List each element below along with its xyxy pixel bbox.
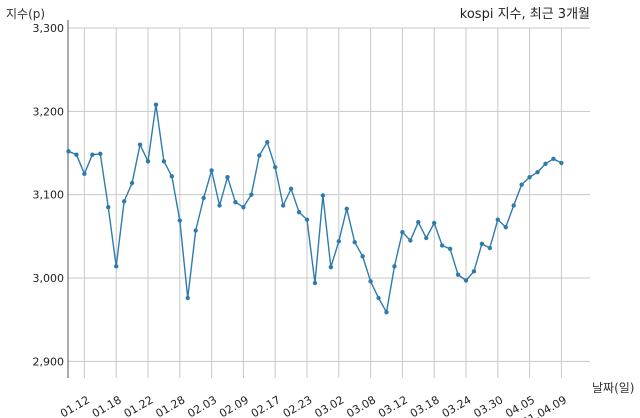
- data-point: [559, 160, 564, 166]
- data-point: [225, 174, 230, 180]
- data-point: [455, 272, 461, 277]
- x-tick-label: 01.18: [90, 393, 124, 418]
- x-tick-label: 03.18: [408, 393, 442, 418]
- data-point: [519, 182, 524, 187]
- x-tick-label: 02.23: [281, 393, 315, 418]
- x-tick-label: 01.28: [154, 393, 188, 418]
- data-point: [503, 224, 508, 230]
- data-point: [535, 169, 540, 175]
- data-point: [209, 168, 214, 173]
- data-point: [241, 204, 246, 210]
- y-tick-labels: 2,900 3,000 3,100 3,200 3,300: [33, 22, 65, 368]
- chart-title: kospi 지수, 최근 3개월: [460, 7, 590, 22]
- data-point: [153, 102, 159, 107]
- data-point: [416, 219, 421, 225]
- x-tick-label: 03.12: [376, 393, 410, 418]
- x-tick-label: 01.22: [122, 393, 156, 418]
- data-point: [360, 254, 365, 259]
- x-axis-label: 날짜(일): [592, 381, 634, 395]
- y-axis-label: 지수(p): [6, 7, 45, 21]
- data-point: [336, 239, 341, 244]
- data-point: [257, 153, 262, 158]
- data-point: [447, 246, 453, 252]
- data-point: [320, 193, 326, 198]
- data-point: [201, 195, 206, 201]
- data-point: [66, 149, 71, 154]
- grid-lines: [68, 27, 590, 378]
- y-tick-label: 3,300: [33, 22, 65, 35]
- data-point: [551, 156, 556, 162]
- data-point: [463, 278, 469, 283]
- data-point: [511, 203, 516, 208]
- data-point: [543, 161, 548, 167]
- data-point: [304, 217, 310, 222]
- data-point: [98, 151, 103, 157]
- data-point: [265, 139, 270, 145]
- x-tick-label: 02.03: [185, 393, 219, 418]
- data-point: [185, 295, 190, 301]
- y-tick-label: 3,000: [33, 272, 65, 285]
- data-point: [312, 280, 318, 286]
- data-point: [392, 264, 397, 269]
- data-point: [368, 279, 373, 284]
- data-point: [296, 209, 302, 215]
- data-point: [114, 264, 119, 269]
- data-point: [145, 159, 151, 164]
- data-point: [432, 220, 437, 226]
- data-point: [280, 203, 286, 208]
- data-point: [193, 228, 198, 233]
- data-point: [288, 186, 294, 192]
- x-tick-label: 03.08: [344, 393, 378, 418]
- x-tick-labels: 01.1201.1801.2201.2802.0302.0902.1702.23…: [58, 393, 569, 418]
- data-point: [129, 180, 135, 186]
- y-tick-label: 3,100: [33, 189, 65, 202]
- data-point: [233, 199, 238, 205]
- data-point: [408, 238, 413, 243]
- data-point: [479, 241, 485, 247]
- data-point: [384, 309, 389, 315]
- y-tick-label: 3,200: [33, 105, 65, 118]
- data-points: [66, 102, 564, 315]
- data-point: [352, 239, 357, 245]
- data-point: [471, 269, 477, 274]
- data-point: [106, 204, 111, 210]
- data-point: [82, 171, 87, 177]
- x-tick-label: 01.12: [58, 393, 92, 418]
- data-point: [376, 295, 381, 301]
- data-point: [273, 164, 278, 170]
- data-point: [439, 243, 445, 248]
- data-point: [74, 152, 79, 157]
- data-point: [137, 142, 143, 147]
- data-point: [495, 217, 500, 222]
- data-point: [344, 206, 349, 212]
- y-tick-label: 2,900: [33, 355, 65, 368]
- x-tick-label: 03.30: [472, 393, 506, 418]
- data-point: [249, 192, 254, 197]
- data-point: [121, 199, 127, 204]
- data-point: [328, 264, 334, 270]
- x-tick-label: 02.17: [249, 393, 283, 418]
- data-point: [400, 229, 405, 235]
- x-tick-label: 02.09: [217, 393, 251, 418]
- data-point: [424, 235, 429, 241]
- x-tick-label: 03.24: [440, 393, 474, 418]
- data-point: [161, 159, 167, 164]
- data-point: [177, 218, 182, 223]
- x-tick-label: 03.02: [313, 393, 347, 418]
- data-point: [90, 152, 95, 157]
- data-point: [217, 203, 222, 208]
- data-point: [527, 174, 532, 180]
- data-point: [487, 245, 493, 251]
- data-point: [169, 174, 175, 179]
